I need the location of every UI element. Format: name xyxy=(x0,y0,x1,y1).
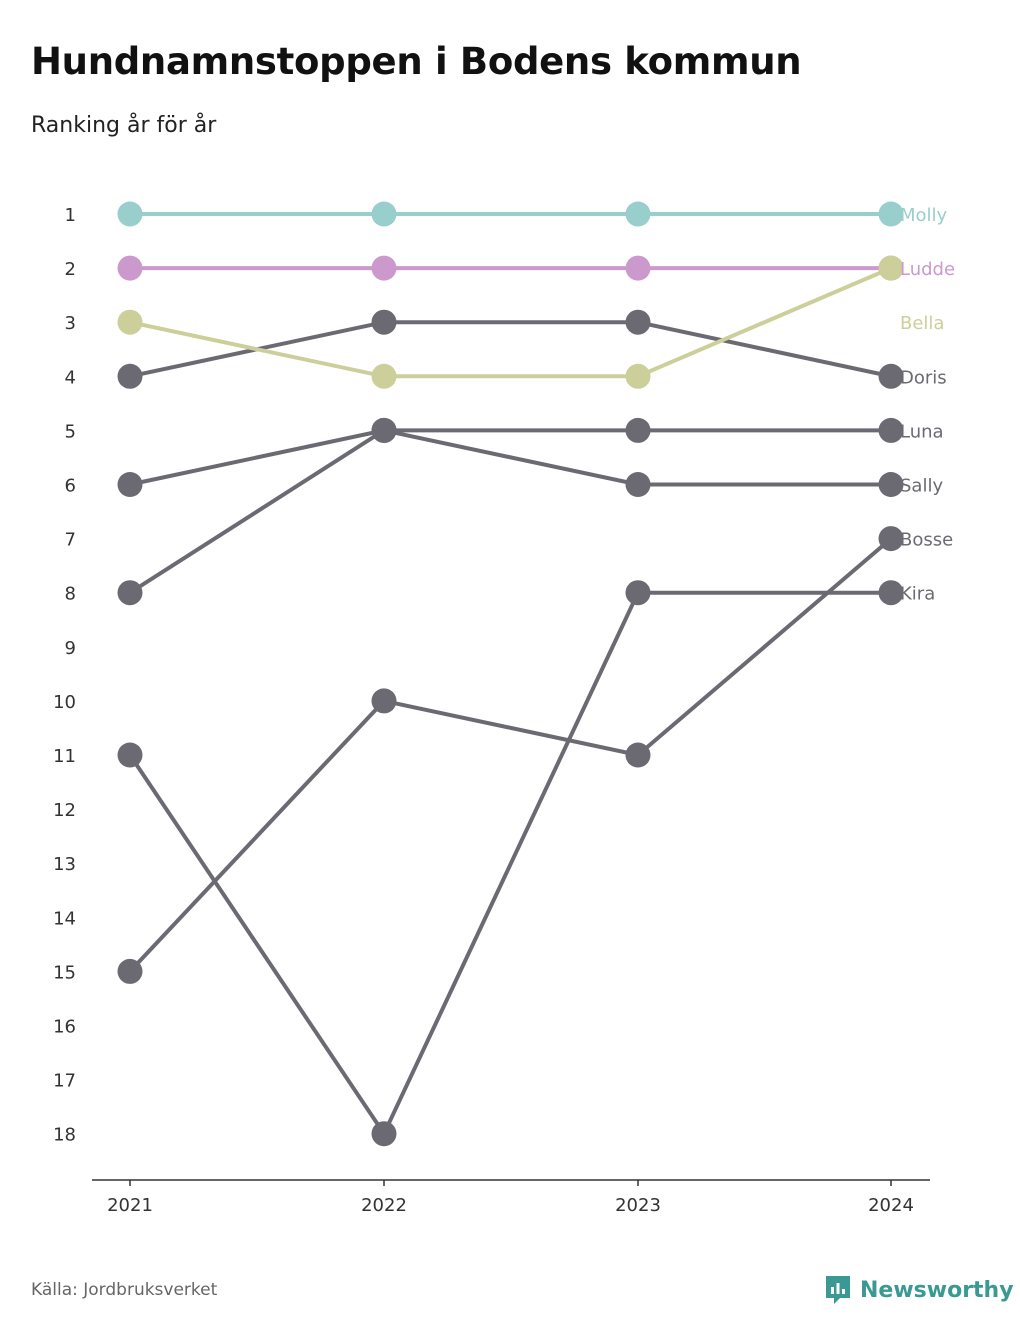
point-bosse-2021 xyxy=(117,958,143,984)
point-doris-2024 xyxy=(878,363,904,389)
y-tick-label-12: 12 xyxy=(53,800,76,821)
y-tick-label-15: 15 xyxy=(53,962,76,983)
brand-name: Newsworthy xyxy=(860,1277,1014,1303)
point-sally-2021 xyxy=(117,472,143,497)
x-tick-label-2024: 2024 xyxy=(868,1195,914,1216)
y-tick-label-3: 3 xyxy=(65,313,76,334)
point-doris-2023 xyxy=(625,309,651,335)
series-line-kira xyxy=(128,590,891,1136)
series-labels: Molly Ludde Bella Doris Luna Sally Bosse Kira xyxy=(900,205,955,605)
point-bella-2024 xyxy=(878,255,904,281)
series-line-bosse xyxy=(128,537,893,973)
series-points xyxy=(117,201,904,1147)
point-bosse-2023 xyxy=(625,742,651,768)
series-label-kira: Kira xyxy=(900,584,935,605)
point-bella-2022 xyxy=(371,363,397,389)
point-molly-2022 xyxy=(371,201,397,227)
series-lines xyxy=(128,212,893,1136)
y-tick-label-9: 9 xyxy=(65,638,76,659)
y-tick-label-5: 5 xyxy=(65,421,76,442)
point-molly-2024 xyxy=(878,201,904,227)
x-tick-label-2022: 2022 xyxy=(361,1195,407,1216)
series-line-sally xyxy=(129,428,891,487)
point-kira-2024 xyxy=(878,580,904,606)
point-bella-2021 xyxy=(117,309,143,335)
point-ludde-2022 xyxy=(371,255,397,281)
y-tick-label-7: 7 xyxy=(65,530,76,551)
point-sally-2024 xyxy=(878,472,904,497)
x-tick-label-2023: 2023 xyxy=(615,1195,661,1216)
series-label-bosse: Bosse xyxy=(900,530,953,551)
y-tick-label-10: 10 xyxy=(53,692,76,713)
point-molly-2023 xyxy=(625,201,651,227)
point-bosse-2022 xyxy=(371,688,397,714)
y-tick-label-18: 18 xyxy=(53,1125,76,1146)
series-line-luna xyxy=(128,428,891,595)
point-kira-2023 xyxy=(625,580,651,606)
y-tick-label-1: 1 xyxy=(65,205,76,226)
point-bella-2023 xyxy=(625,363,651,389)
point-luna-2023 xyxy=(625,417,651,443)
series-line-doris xyxy=(129,320,892,379)
series-line-bella xyxy=(129,266,892,379)
point-doris-2022 xyxy=(371,309,397,335)
series-label-doris: Doris xyxy=(900,367,947,388)
point-sally-2022 xyxy=(371,417,397,443)
y-tick-label-13: 13 xyxy=(53,854,76,875)
chart-subtitle: Ranking år för år xyxy=(31,113,217,138)
source-note: Källa: Jordbruksverket xyxy=(31,1280,218,1300)
x-tick-label-2021: 2021 xyxy=(107,1195,153,1216)
point-kira-2021 xyxy=(117,742,143,768)
point-ludde-2023 xyxy=(625,255,651,281)
y-tick-label-11: 11 xyxy=(53,746,76,767)
point-sally-2023 xyxy=(625,472,651,497)
chart-title: Hundnamnstoppen i Bodens kommun xyxy=(31,40,802,83)
y-tick-label-16: 16 xyxy=(53,1017,76,1038)
point-doris-2021 xyxy=(117,363,143,389)
newsworthy-logo-icon xyxy=(826,1276,850,1304)
brand[interactable]: Newsworthy xyxy=(824,1274,1014,1306)
series-label-luna: Luna xyxy=(900,421,944,442)
point-molly-2021 xyxy=(117,201,143,227)
y-tick-label-6: 6 xyxy=(65,476,76,497)
point-ludde-2021 xyxy=(117,255,143,281)
point-luna-2024 xyxy=(878,417,904,443)
y-tick-label-8: 8 xyxy=(65,584,76,605)
y-tick-label-14: 14 xyxy=(53,908,76,929)
point-luna-2021 xyxy=(117,580,143,606)
y-tick-label-4: 4 xyxy=(65,367,76,388)
series-label-molly: Molly xyxy=(900,205,948,226)
series-label-sally: Sally xyxy=(900,476,943,497)
point-kira-2022 xyxy=(371,1121,397,1147)
y-tick-label-17: 17 xyxy=(53,1071,76,1092)
series-label-ludde: Ludde xyxy=(900,259,955,280)
point-bosse-2024 xyxy=(878,526,904,552)
series-label-bella: Bella xyxy=(900,313,944,334)
y-tick-label-2: 2 xyxy=(65,259,76,280)
x-axis: 2021 2022 2023 2024 xyxy=(92,1179,930,1216)
